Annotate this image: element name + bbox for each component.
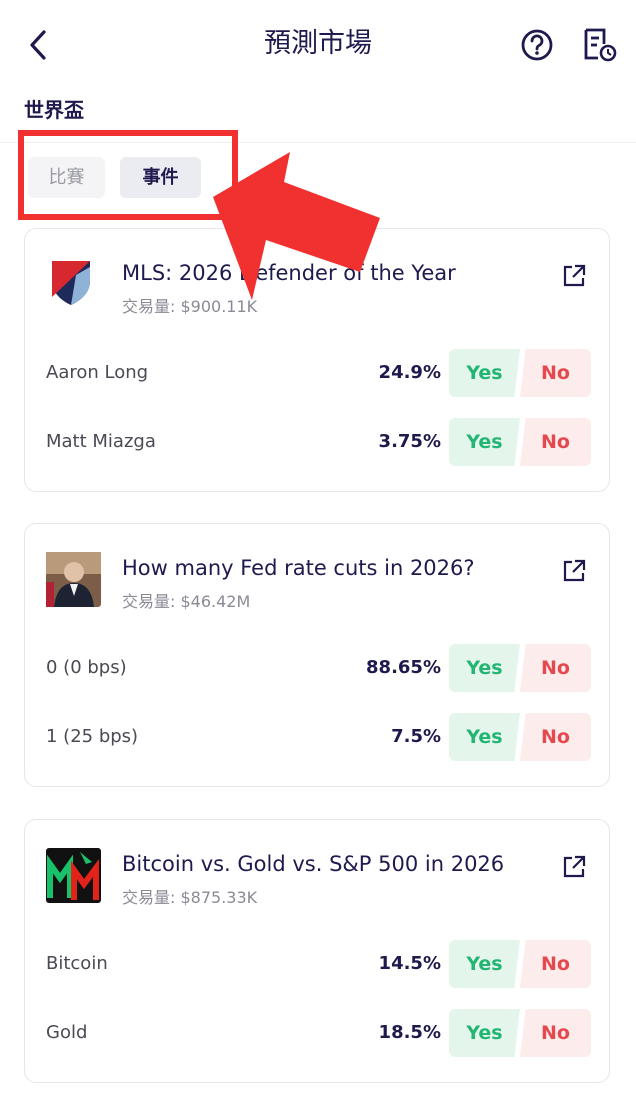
open-link-icon[interactable] xyxy=(561,854,587,880)
tab-label[interactable]: 世界盃 xyxy=(24,98,84,122)
open-link-icon[interactable] xyxy=(561,558,587,584)
yes-button[interactable]: Yes xyxy=(449,349,520,397)
divider xyxy=(0,142,636,143)
outcome-probability: 3.75% xyxy=(378,431,441,452)
no-button[interactable]: No xyxy=(520,349,591,397)
outcome-name: Gold xyxy=(46,1022,88,1043)
yes-button[interactable]: Yes xyxy=(449,713,520,761)
outcome-name: 0 (0 bps) xyxy=(46,657,127,678)
no-button[interactable]: No xyxy=(520,940,591,988)
yes-button[interactable]: Yes xyxy=(449,644,520,692)
outcome-name: Aaron Long xyxy=(46,362,149,383)
back-button[interactable] xyxy=(24,28,54,62)
yes-button[interactable]: Yes xyxy=(449,940,520,988)
market-card[interactable]: Bitcoin vs. Gold vs. S&P 500 in 2026 交易量:… xyxy=(24,819,610,1083)
outcome-name: 1 (25 bps) xyxy=(46,726,139,747)
open-link-icon[interactable] xyxy=(561,263,587,289)
no-button[interactable]: No xyxy=(520,418,591,466)
market-volume: 交易量: $875.33K xyxy=(122,888,258,907)
market-logo xyxy=(50,259,92,305)
page-title: 預測市場 xyxy=(264,28,372,59)
filter-chip-active[interactable]: 事件 xyxy=(120,157,201,198)
outcome-probability: 14.5% xyxy=(378,953,441,974)
help-button[interactable] xyxy=(520,28,554,62)
outcome-probability: 88.65% xyxy=(366,657,441,678)
outcome-probability: 24.9% xyxy=(378,362,441,383)
no-button[interactable]: No xyxy=(520,713,591,761)
market-volume: 交易量: $900.11K xyxy=(122,297,258,316)
no-button[interactable]: No xyxy=(520,1009,591,1057)
filter-chip[interactable]: 比賽 xyxy=(28,157,105,198)
market-card[interactable]: How many Fed rate cuts in 2026? 交易量: $46.… xyxy=(24,523,610,787)
market-volume: 交易量: $46.42M xyxy=(122,592,251,611)
history-button[interactable] xyxy=(582,27,620,63)
outcome-probability: 18.5% xyxy=(378,1022,441,1043)
yes-button[interactable]: Yes xyxy=(449,1009,520,1057)
yes-button[interactable]: Yes xyxy=(449,418,520,466)
market-logo xyxy=(46,552,101,607)
no-button[interactable]: No xyxy=(520,644,591,692)
market-title[interactable]: MLS: 2026 Defender of the Year xyxy=(122,261,456,285)
market-title[interactable]: How many Fed rate cuts in 2026? xyxy=(122,556,475,580)
market-card[interactable]: MLS: 2026 Defender of the Year 交易量: $900.… xyxy=(24,228,610,492)
market-title[interactable]: Bitcoin vs. Gold vs. S&P 500 in 2026 xyxy=(122,852,505,876)
outcome-name: Matt Miazga xyxy=(46,431,156,452)
outcome-name: Bitcoin xyxy=(46,953,108,974)
outcome-probability: 7.5% xyxy=(391,726,441,747)
market-logo xyxy=(46,848,101,903)
